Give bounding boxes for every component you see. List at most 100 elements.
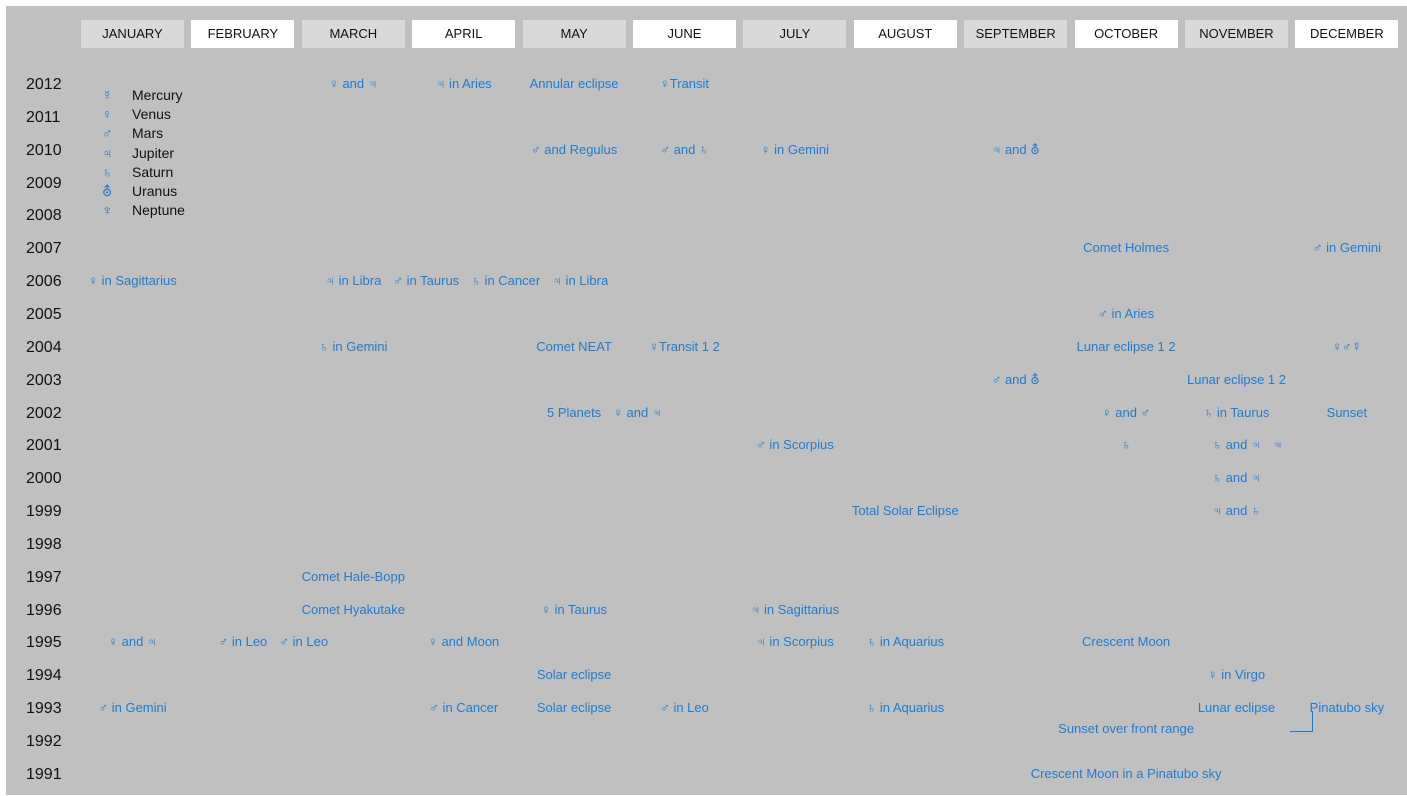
- jupiter-icon: ♃: [102, 144, 113, 161]
- month-june[interactable]: JUNE: [633, 20, 736, 48]
- event-label[interactable]: Solar eclipse: [536, 700, 612, 716]
- chart-panel: [6, 6, 1407, 795]
- event-label[interactable]: ♀ in Taurus: [541, 601, 608, 617]
- year-label-2003: 2003: [26, 371, 62, 389]
- year-label-2009: 2009: [26, 174, 62, 192]
- event-label[interactable]: ♀ and Moon: [428, 634, 500, 650]
- event-label[interactable]: ♀Transit: [660, 76, 709, 91]
- event-label[interactable]: ♀♂☿: [1332, 338, 1362, 354]
- legend-label-venus: Venus: [132, 106, 171, 123]
- month-may[interactable]: MAY: [522, 20, 626, 48]
- year-label-1996: 1996: [26, 601, 62, 619]
- event-label[interactable]: ♀ in Virgo: [1207, 667, 1266, 683]
- year-label-1991: 1991: [26, 765, 62, 783]
- event-label[interactable]: ♂ in Scorpius: [756, 437, 834, 453]
- event-label[interactable]: ♄ and ♃: [1212, 470, 1261, 486]
- year-label-2000: 2000: [26, 470, 62, 488]
- event-label[interactable]: Annular eclipse: [529, 76, 619, 91]
- event-label[interactable]: ♂ and ⛢: [991, 371, 1040, 387]
- year-label-2008: 2008: [26, 207, 62, 225]
- year-label-1998: 1998: [26, 535, 62, 553]
- event-label[interactable]: Lunar eclipse 1 2: [1186, 371, 1286, 387]
- event-label[interactable]: ♃ and ⛢: [991, 141, 1040, 157]
- event-label[interactable]: Sunset: [1326, 404, 1368, 420]
- event-label[interactable]: ♄ in Gemini: [319, 338, 388, 354]
- legend-label-neptune: Neptune: [132, 202, 185, 219]
- event-label[interactable]: ♀ and ♃: [613, 404, 662, 420]
- event-label[interactable]: Solar eclipse: [536, 667, 612, 683]
- event-label[interactable]: Crescent Moon: [1082, 634, 1171, 650]
- year-label-1997: 1997: [26, 568, 62, 586]
- month-november[interactable]: NOVEMBER: [1185, 20, 1288, 48]
- month-april[interactable]: APRIL: [412, 20, 516, 48]
- year-label-1995: 1995: [26, 634, 62, 652]
- event-label[interactable]: ♀ in Gemini: [760, 141, 830, 157]
- month-february[interactable]: FEBRUARY: [191, 20, 295, 48]
- event-label[interactable]: ♄ and ♃: [1212, 437, 1261, 453]
- year-label-2005: 2005: [26, 305, 62, 323]
- event-label[interactable]: ♃ in Sagittarius: [750, 601, 840, 617]
- event-label[interactable]: ♀ and ♃: [108, 634, 157, 650]
- event-label[interactable]: ♀Transit 1 2: [649, 338, 720, 354]
- event-label[interactable]: ♃ in Aries: [435, 76, 492, 91]
- event-label[interactable]: ♃ in Libra: [325, 273, 382, 289]
- event-label[interactable]: ♃ in Libra: [552, 273, 609, 289]
- mars-icon: ♂: [102, 125, 113, 142]
- legend-label-uranus: Uranus: [132, 183, 178, 199]
- neptune-icon: ♆: [102, 202, 113, 219]
- event-label[interactable]: ♀ and ♃: [329, 76, 378, 91]
- event-label[interactable]: Comet Hyakutake: [301, 601, 405, 617]
- event-label[interactable]: ♄ in Aquarius: [866, 700, 945, 716]
- event-label[interactable]: ♂ in Taurus: [393, 273, 460, 289]
- month-july[interactable]: JULY: [743, 20, 847, 48]
- callout-connector: [1290, 711, 1313, 732]
- legend-label-saturn: Saturn: [132, 163, 174, 180]
- event-label[interactable]: ♂ in Leo: [218, 634, 268, 650]
- event-label[interactable]: ♂ in Gemini: [1312, 240, 1382, 256]
- event-label[interactable]: ♀ and ♂: [1101, 404, 1151, 420]
- event-label[interactable]: ♂ and Regulus: [530, 141, 618, 157]
- event-label[interactable]: ♃: [1272, 437, 1283, 453]
- legend-label-mars: Mars: [132, 125, 164, 142]
- month-august[interactable]: AUGUST: [853, 20, 957, 48]
- legend-label-jupiter: Jupiter: [132, 144, 175, 161]
- year-label-1994: 1994: [26, 667, 62, 685]
- month-january[interactable]: JANUARY: [81, 20, 184, 48]
- year-label-1992: 1992: [26, 733, 62, 750]
- event-label[interactable]: ♂ in Cancer: [429, 700, 499, 716]
- event-label[interactable]: ♂ in Leo: [660, 700, 709, 716]
- event-label[interactable]: ♄ in Aquarius: [866, 634, 945, 650]
- month-october[interactable]: OCTOBER: [1074, 20, 1178, 48]
- event-label[interactable]: ♂ in Aries: [1098, 305, 1155, 321]
- legend-label-mercury: Mercury: [132, 87, 183, 103]
- event-label[interactable]: ♃ in Scorpius: [756, 634, 834, 650]
- event-label[interactable]: Comet NEAT: [536, 338, 612, 354]
- year-label-1999: 1999: [26, 503, 62, 521]
- year-label-2011: 2011: [26, 108, 61, 126]
- saturn-icon: ♄: [102, 163, 113, 180]
- year-label-2006: 2006: [26, 273, 62, 291]
- event-label[interactable]: Comet Holmes: [1083, 240, 1170, 256]
- event-label[interactable]: ♄: [1121, 437, 1131, 453]
- event-label[interactable]: 5 Planets: [546, 404, 602, 420]
- event-label[interactable]: ♄ in Taurus: [1203, 404, 1270, 420]
- event-label[interactable]: Pinatubo sky: [1309, 700, 1385, 716]
- event-label[interactable]: Total Solar Eclipse: [851, 503, 959, 519]
- year-label-2002: 2002: [26, 404, 62, 422]
- event-label[interactable]: ♂ in Gemini: [98, 700, 167, 716]
- month-september[interactable]: SEPTEMBER: [964, 20, 1068, 48]
- month-march[interactable]: MARCH: [301, 20, 405, 48]
- event-label[interactable]: ♄ in Cancer: [471, 273, 541, 289]
- event-label[interactable]: ♂ and ♄: [660, 141, 709, 157]
- event-label[interactable]: ♀ in Sagittarius: [88, 273, 177, 289]
- event-label[interactable]: ♂ in Leo: [279, 634, 329, 650]
- event-label[interactable]: Lunar eclipse: [1197, 700, 1276, 716]
- month-december[interactable]: DECEMBER: [1295, 20, 1399, 48]
- event-label[interactable]: Lunar eclipse 1 2: [1076, 338, 1176, 354]
- year-label-2012: 2012: [26, 76, 62, 93]
- year-label-1993: 1993: [26, 700, 62, 718]
- event-label[interactable]: ♃ and ♄: [1212, 503, 1261, 519]
- event-label[interactable]: Crescent Moon in a Pinatubo sky: [1030, 765, 1222, 781]
- event-label[interactable]: Sunset over front range: [1058, 721, 1195, 736]
- event-label[interactable]: Comet Hale-Bopp: [301, 568, 405, 584]
